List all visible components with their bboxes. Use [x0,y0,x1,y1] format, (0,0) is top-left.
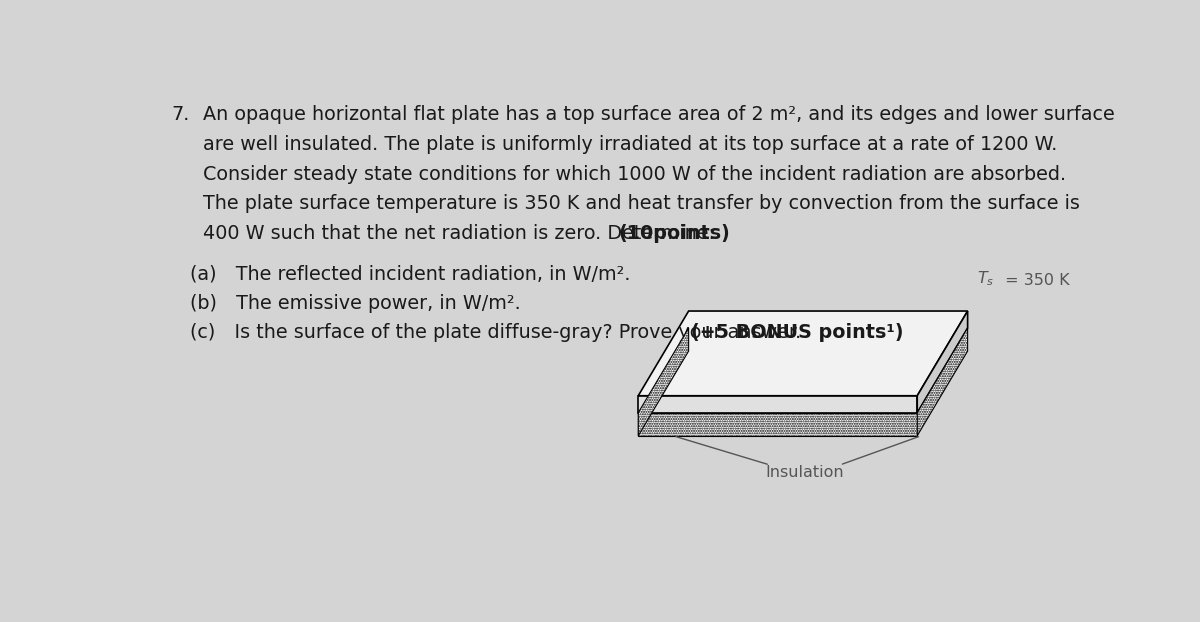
Polygon shape [638,396,917,412]
Polygon shape [917,311,967,412]
Text: (c) Is the surface of the plate diffuse-gray? Prove your answer.: (c) Is the surface of the plate diffuse-… [191,323,808,342]
Text: 400 W such that the net radiation is zero. Determine:: 400 W such that the net radiation is zer… [203,224,721,243]
Text: An opaque horizontal flat plate has a top surface area of 2 m², and its edges an: An opaque horizontal flat plate has a to… [203,106,1115,124]
Text: = 350 K: = 350 K [1000,273,1070,288]
Polygon shape [638,412,917,436]
Polygon shape [917,328,967,436]
Polygon shape [638,328,689,436]
Text: Insulation: Insulation [766,465,844,480]
Text: are well insulated. The plate is uniformly irradiated at its top surface at a ra: are well insulated. The plate is uniform… [203,135,1057,154]
Text: (+5 BONUS points¹): (+5 BONUS points¹) [691,323,904,342]
Text: The plate surface temperature is 350 K and heat transfer by convection from the : The plate surface temperature is 350 K a… [203,194,1080,213]
Text: 7.: 7. [172,106,190,124]
Text: (b) The emissive power, in W/m².: (b) The emissive power, in W/m². [191,294,521,313]
Polygon shape [638,311,967,396]
Text: (a) The reflected incident radiation, in W/m².: (a) The reflected incident radiation, in… [191,264,631,283]
Text: $T_s$: $T_s$ [977,269,995,288]
Text: Consider steady state conditions for which 1000 W of the incident radiation are : Consider steady state conditions for whi… [203,165,1066,183]
Text: (10points): (10points) [618,224,731,243]
